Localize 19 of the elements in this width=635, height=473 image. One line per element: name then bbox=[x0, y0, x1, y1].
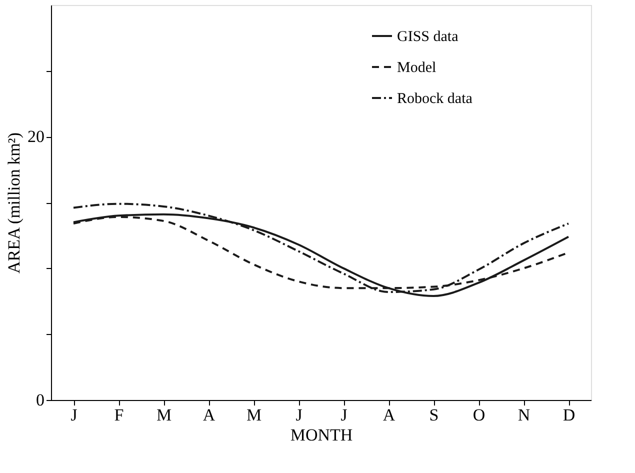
x-tick-label: A bbox=[382, 406, 396, 424]
x-tick-label: N bbox=[518, 406, 530, 424]
y-tick-label: 20 bbox=[28, 127, 44, 146]
x-tick-label: M bbox=[156, 406, 172, 424]
y-axis-title: AREA (million km²) bbox=[4, 132, 24, 274]
legend-label: Model bbox=[397, 60, 436, 76]
legend-label: Robock data bbox=[397, 91, 473, 107]
x-tick-label: S bbox=[429, 406, 439, 424]
x-tick-label: O bbox=[472, 406, 486, 424]
x-tick-label: J bbox=[340, 406, 348, 424]
x-tick-label: M bbox=[246, 406, 262, 424]
y-tick-label: 0 bbox=[36, 390, 44, 410]
x-axis-title: MONTH bbox=[290, 426, 353, 444]
x-tick-label: J bbox=[70, 406, 78, 424]
x-tick-label: D bbox=[562, 406, 576, 424]
x-tick-label: J bbox=[296, 406, 303, 424]
legend-label: GISS data bbox=[397, 29, 459, 45]
x-tick-label: A bbox=[202, 406, 216, 424]
x-tick-label: F bbox=[114, 406, 124, 424]
